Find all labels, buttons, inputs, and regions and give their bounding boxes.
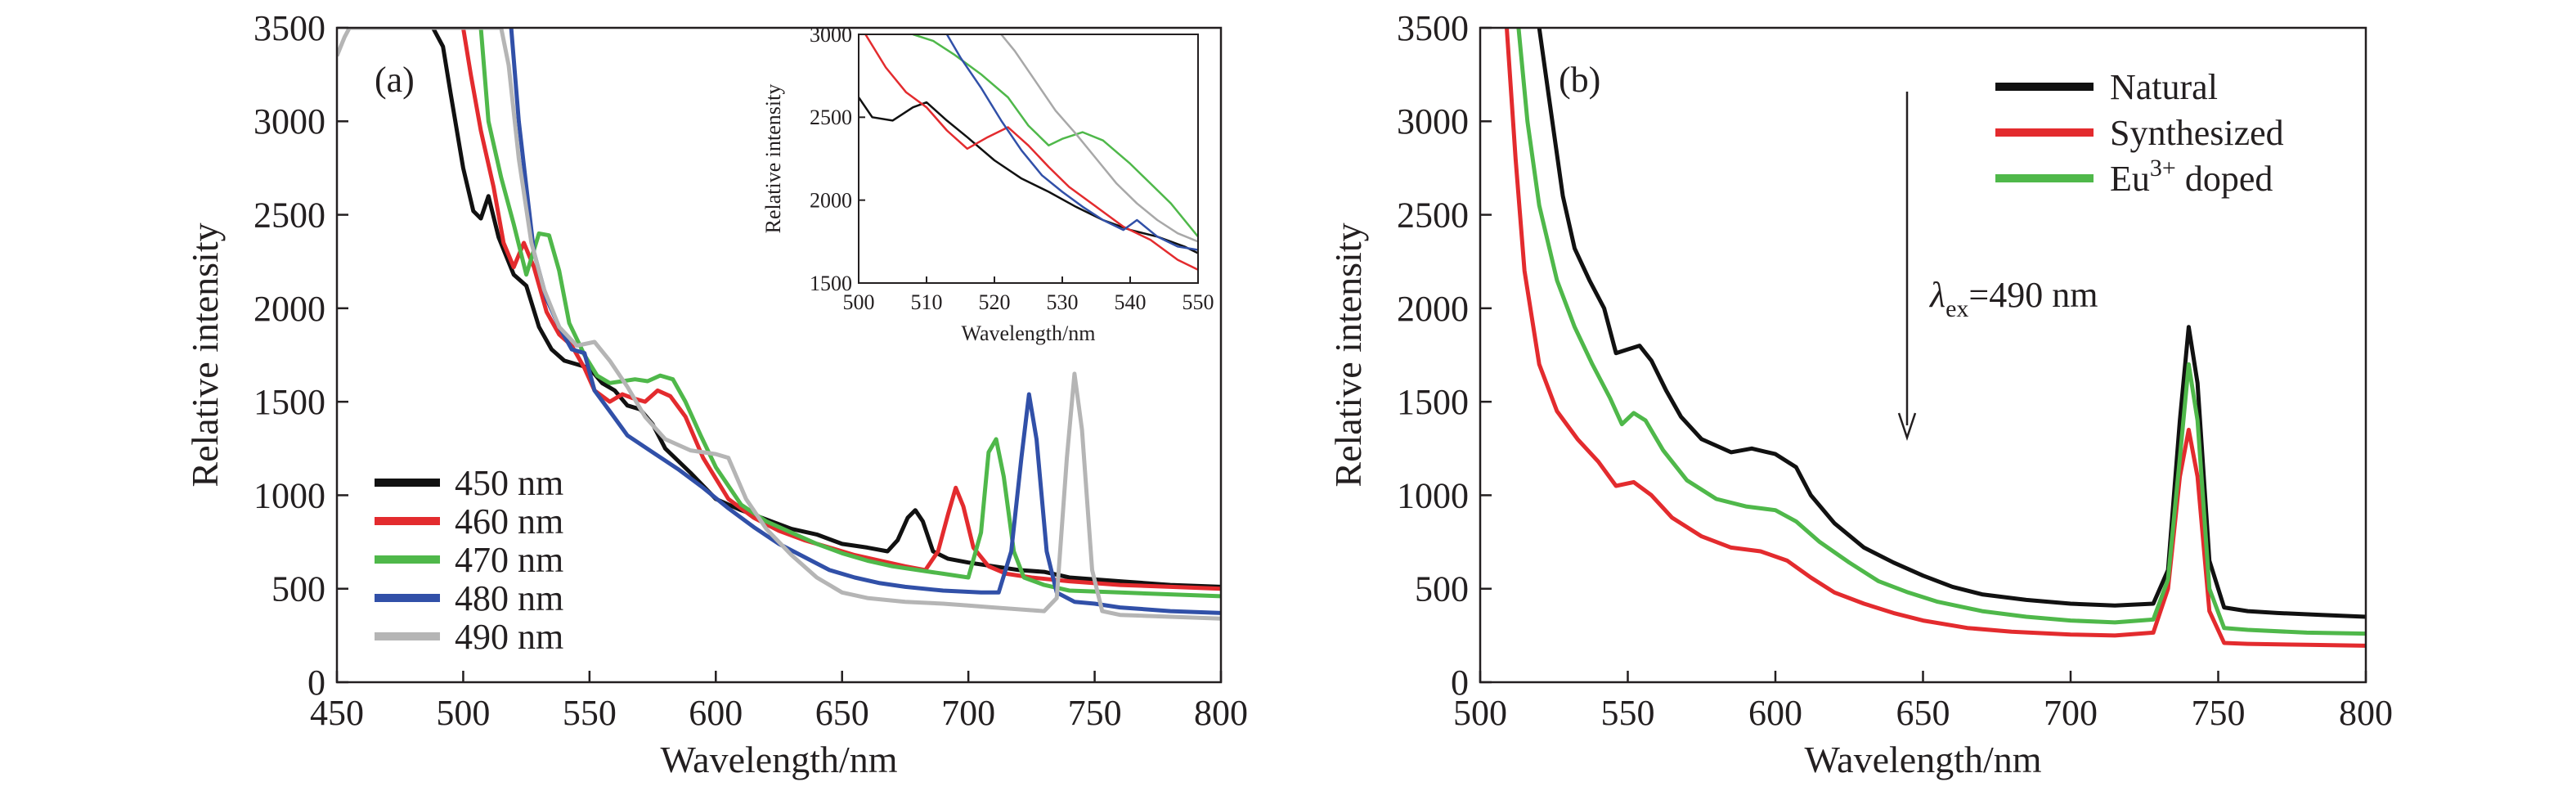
panel-label: (a) [375,60,415,100]
x-tick-label: 550 [563,693,617,733]
y-tick-label: 1500 [1397,382,1469,422]
legend-label: Synthesized [2110,113,2284,153]
legend-label: Natural [2110,67,2218,107]
y-tick-label: 0 [307,663,325,703]
axes-frame [335,26,1223,684]
x-tick-label: 600 [689,693,743,733]
x-tick-label: 520 [979,290,1011,314]
legend-label: 470 nm [455,540,563,580]
x-tick-label: 650 [1896,693,1950,733]
x-tick-label: 550 [1183,290,1214,314]
arrow-head [1897,412,1917,441]
y-tick-label: 500 [272,569,325,609]
legend-label: Eu3+ doped [2110,155,2273,199]
panel-a: 450 500 550 600 650 700 750 800 0 500 1000 1500 2000… [184,8,1248,780]
axes-frame [858,34,1199,284]
y-tick-label: 1500 [254,382,325,422]
y-tick-label: 0 [1451,663,1469,703]
panel-b: 500 550 600 650 700 750 8000500100015002000250… [1327,8,2393,780]
y-tick-label: 1000 [1397,475,1469,515]
x-tick-label: 500 [1453,693,1507,733]
x-tick-label: 750 [1068,693,1122,733]
legend-label: 460 nm [455,501,563,542]
y-tick-label: 2500 [1397,196,1469,236]
legend-label: 490 nm [455,617,563,657]
x-tick-label: 800 [2339,693,2393,733]
x-tick-label: 600 [1748,693,1802,733]
y-tick-label: 2000 [254,289,325,329]
y-tick-label: 3000 [254,101,325,142]
x-tick-label: 650 [815,693,869,733]
series-line-3 [945,34,1198,251]
series-line-1 [1505,28,2366,648]
x-tick-label: 750 [2192,693,2246,733]
y-axis-label: Relative intensity [761,84,785,234]
series-line-3 [509,28,1221,615]
x-tick-label: 530 [1047,290,1079,314]
series-line-4 [337,28,1221,621]
inset-chart: 500 510 520 530 540 550 1500 2000 2500 3000 Wavele… [761,23,1214,345]
x-tick-label: 540 [1115,290,1147,314]
x-axis-label: Wavelength/nm [962,321,1096,345]
y-tick-label: 2500 [254,196,325,236]
x-axis-label: Wavelength/nm [1804,739,2041,780]
series-line-2 [1516,28,2366,636]
plot-area [859,34,1198,271]
x-tick-label: 510 [911,290,943,314]
y-tick-label: 1000 [254,475,325,515]
legend-label: 450 nm [455,463,563,503]
series-line-0 [1537,28,2366,619]
x-tick-label: 700 [941,693,995,733]
y-tick-label: 500 [1415,569,1469,609]
series-line-0 [859,97,1198,254]
series-line-1 [864,34,1198,271]
series-line-2 [913,34,1198,238]
y-tick-label: 1500 [810,272,852,295]
y-tick-label: 3000 [1397,101,1469,142]
x-tick-label: 500 [843,290,875,314]
y-tick-label: 3500 [1397,8,1469,48]
plot-area [1505,28,2366,648]
y-tick-label: 3500 [254,8,325,48]
series-line-2 [478,28,1221,599]
excitation-annotation: λex=490 nm [1928,275,2098,322]
y-tick-label: 2000 [810,189,852,213]
x-tick-label: 450 [310,693,364,733]
y-tick-label: 2000 [1397,289,1469,329]
series-line-4 [1000,34,1198,243]
x-tick-label: 700 [2044,693,2098,733]
panel-label: (b) [1559,60,1600,100]
x-tick-label: 500 [436,693,490,733]
x-axis-label: Wavelength/nm [660,739,897,780]
y-axis-label: Relative intensity [184,222,226,487]
legend-label: 480 nm [455,578,563,618]
plot-area [337,28,1221,621]
x-tick-label: 800 [1194,693,1248,733]
y-axis-label: Relative intensity [1327,222,1369,487]
y-tick-label: 3000 [810,23,852,47]
y-tick-label: 2500 [810,106,852,129]
x-tick-label: 550 [1601,693,1655,733]
